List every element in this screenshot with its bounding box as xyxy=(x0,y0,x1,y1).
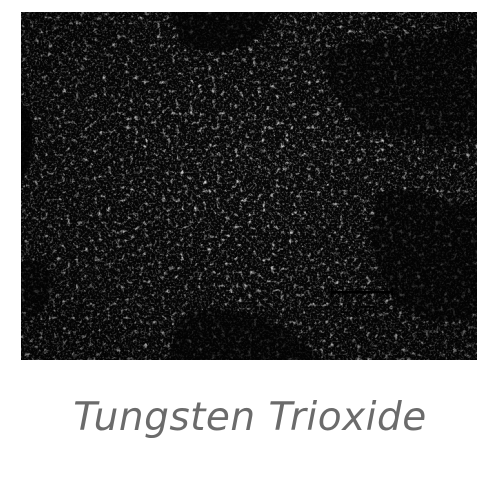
scale-bar xyxy=(331,287,393,297)
product-caption: Tungsten Trioxide xyxy=(73,395,427,440)
scale-bar-label: 2 µm xyxy=(341,302,377,317)
micrograph-drawing xyxy=(21,12,477,360)
sem-micrograph-image: 2 µm xyxy=(21,12,477,360)
